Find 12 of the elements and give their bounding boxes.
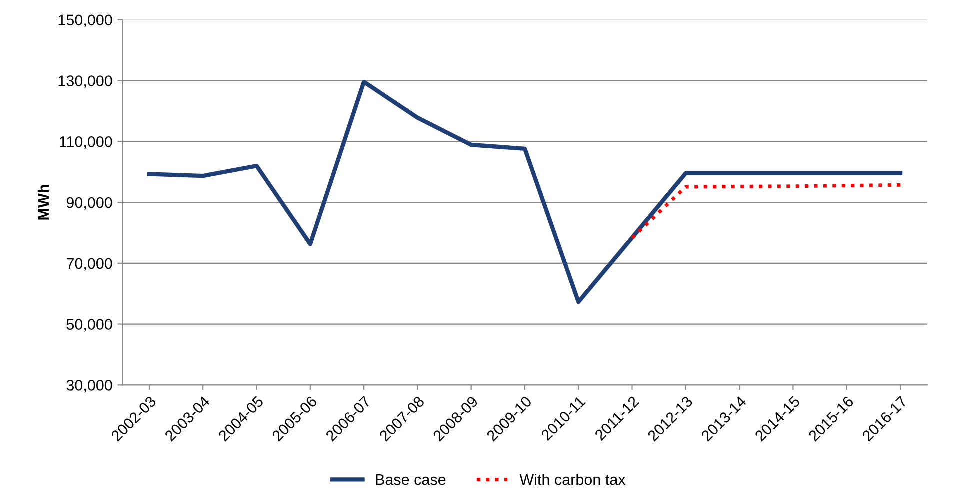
legend-label: Base case <box>376 474 446 486</box>
y-tick-label: 30,000 <box>66 380 112 393</box>
y-tick-label: 70,000 <box>66 258 112 271</box>
legend-label: With carbon tax <box>520 474 626 486</box>
line-series <box>147 80 903 304</box>
y-axis-title: MWh <box>38 185 49 220</box>
line-series <box>630 183 902 240</box>
y-tick-label: 150,000 <box>58 14 112 28</box>
y-tick-label: 50,000 <box>66 319 112 332</box>
y-tick-label: 110,000 <box>60 136 112 150</box>
y-tick-label: 90,000 <box>66 197 112 210</box>
y-tick-label: 130,000 <box>58 76 112 88</box>
